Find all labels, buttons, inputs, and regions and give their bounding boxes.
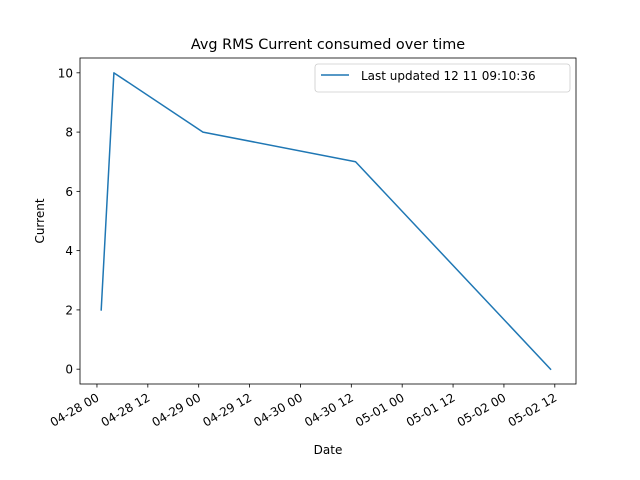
x-tick-label: 05-02 00 [455,390,509,429]
legend-entry-label: Last updated 12 11 09:10:36 [361,69,536,83]
x-tick-label: 04-29 00 [149,390,203,429]
x-tick-label: 04-28 12 [99,390,153,429]
legend: Last updated 12 11 09:10:36 [314,63,571,93]
y-axis-ticks: 0 2 4 6 8 10 [58,66,80,377]
plot-frame [79,57,577,385]
x-tick-label: 05-01 00 [353,390,407,429]
series-layer [100,72,552,371]
y-tick-label: 8 [65,126,73,140]
y-tick-label: 6 [65,185,73,199]
plot-area [79,57,577,385]
x-tick-label: 05-01 12 [404,390,458,429]
x-tick-label: 04-28 00 [48,390,102,429]
chart-title: Avg RMS Current consumed over time [191,37,465,53]
x-tick-label: 05-02 12 [506,390,560,429]
x-tick-label: 04-30 12 [302,390,356,429]
x-axis-label: Date [314,443,343,457]
x-tick-label: 04-30 00 [251,390,305,429]
x-tick-label: 04-29 12 [200,390,254,429]
y-tick-label: 10 [58,66,73,80]
y-tick-label: 0 [65,363,73,377]
y-axis-label: Current [33,198,47,243]
legend-box [314,63,571,93]
y-tick-label: 2 [65,303,73,317]
series-line-0 [100,72,552,371]
y-tick-label: 4 [65,244,73,258]
